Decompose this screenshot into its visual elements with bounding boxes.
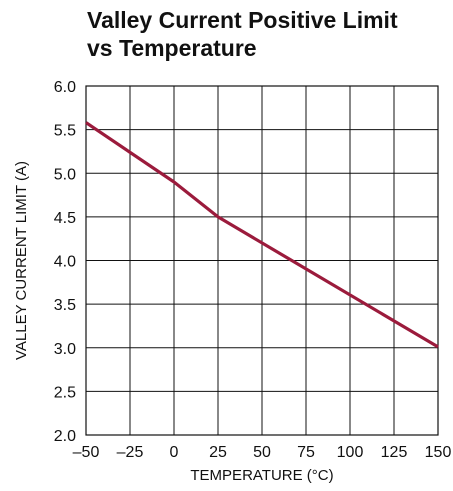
x-tick-label: –25 (117, 444, 144, 461)
grid (86, 86, 438, 435)
y-tick-label: 2.0 (54, 428, 76, 445)
y-tick-label: 3.5 (54, 297, 76, 314)
y-axis-label: VALLEY CURRENT LIMIT (A) (13, 161, 30, 360)
y-tick-label: 3.0 (54, 341, 76, 358)
x-tick-label: 50 (253, 444, 271, 461)
x-tick-label: 100 (337, 444, 364, 461)
y-tick-labels: 2.0 2.5 3.0 3.5 4.0 4.5 5.0 5.5 6.0 (54, 79, 76, 445)
x-axis-label: TEMPERATURE (°C) (190, 467, 333, 484)
x-tick-label: 25 (209, 444, 227, 461)
x-tick-label: 125 (381, 444, 408, 461)
x-tick-labels: –50 –25 0 25 50 75 100 125 150 (73, 444, 452, 461)
x-tick-label: 75 (297, 444, 315, 461)
x-tick-label: 0 (170, 444, 179, 461)
y-tick-label: 4.5 (54, 210, 76, 227)
x-tick-label: 150 (425, 444, 452, 461)
y-tick-label: 5.5 (54, 123, 76, 140)
y-tick-label: 5.0 (54, 166, 76, 183)
x-tick-label: –50 (73, 444, 100, 461)
y-tick-label: 6.0 (54, 79, 76, 96)
y-tick-label: 4.0 (54, 254, 76, 271)
y-tick-label: 2.5 (54, 384, 76, 401)
